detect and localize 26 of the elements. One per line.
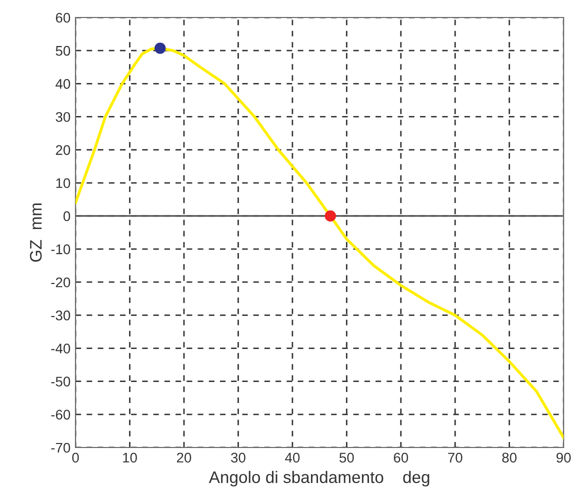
x-tick-label: 70 bbox=[448, 452, 462, 463]
x-tick-label: 90 bbox=[556, 452, 571, 463]
y-axis-title: GZ mm bbox=[30, 204, 42, 262]
y-tick-label: -60 bbox=[51, 410, 70, 420]
x-tick-label: 50 bbox=[339, 452, 354, 463]
y-tick-label: -40 bbox=[51, 344, 70, 354]
x-tick-label: 10 bbox=[123, 452, 137, 463]
x-tick-label: 20 bbox=[176, 452, 192, 463]
y-tick-label: 0 bbox=[63, 211, 70, 222]
x-axis-title: Angolo di sbandamento deg bbox=[208, 470, 430, 486]
y-tick-label: 30 bbox=[56, 112, 70, 122]
y-tick-label: 40 bbox=[56, 78, 70, 89]
y-tick-label: -20 bbox=[51, 277, 70, 288]
y-tick-label: -30 bbox=[51, 310, 70, 320]
y-tick-label: -50 bbox=[51, 376, 70, 387]
y-tick-label: -70 bbox=[51, 442, 70, 453]
x-tick-label: 30 bbox=[231, 452, 246, 463]
x-tick-label: 0 bbox=[72, 452, 79, 463]
y-tick-label: -10 bbox=[51, 244, 70, 254]
x-tick-label: 60 bbox=[394, 452, 408, 463]
x-tick-label: 80 bbox=[502, 452, 517, 463]
y-tick-label: 10 bbox=[56, 178, 70, 188]
y-tick-label: 20 bbox=[56, 145, 70, 155]
y-tick-label: 60 bbox=[56, 12, 70, 23]
x-tick-label: 40 bbox=[285, 452, 300, 463]
y-tick-label: 50 bbox=[56, 46, 70, 56]
